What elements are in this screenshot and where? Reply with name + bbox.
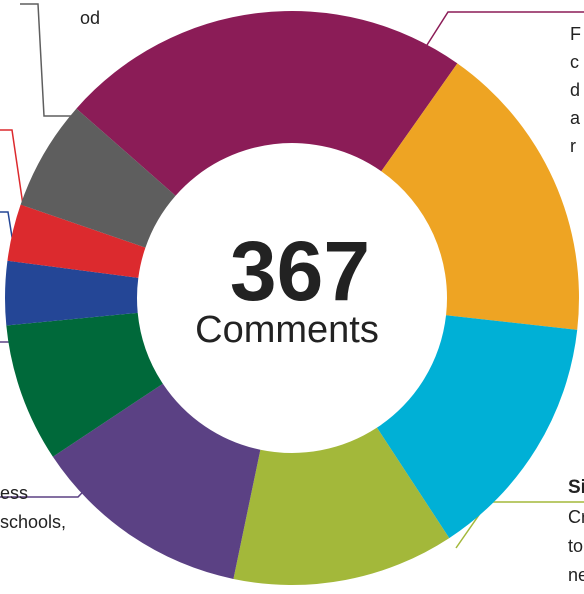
annotation-title: Si	[568, 477, 584, 498]
annotation-text: schools,	[0, 512, 66, 532]
annotation-text: c	[570, 52, 579, 72]
annotation-text: F	[570, 24, 581, 44]
donut-segment	[20, 108, 176, 248]
center-label: Comments	[195, 309, 379, 351]
annotation-text: to	[568, 536, 583, 556]
annotation-text: a	[570, 108, 581, 128]
center-value: 367	[230, 224, 370, 318]
annotation-text: ne	[568, 565, 584, 585]
annotation-text: r	[570, 136, 576, 156]
donut-segment	[233, 427, 450, 585]
donut	[4, 10, 579, 585]
annotation-text: od	[80, 8, 100, 28]
donut-segment	[4, 260, 139, 326]
donut-segment	[76, 10, 458, 196]
leader-line	[419, 11, 584, 57]
annotation-text: ess	[0, 483, 28, 503]
annotation-text: Cr	[568, 507, 584, 527]
annotation-text: d	[570, 80, 580, 100]
leader-line	[20, 3, 80, 117]
leader-line	[0, 129, 25, 213]
donut-segment	[6, 312, 163, 457]
donut-segment	[381, 63, 579, 330]
donut-segment	[7, 204, 146, 278]
donut-segment	[376, 315, 578, 539]
donut-segment	[52, 383, 261, 579]
